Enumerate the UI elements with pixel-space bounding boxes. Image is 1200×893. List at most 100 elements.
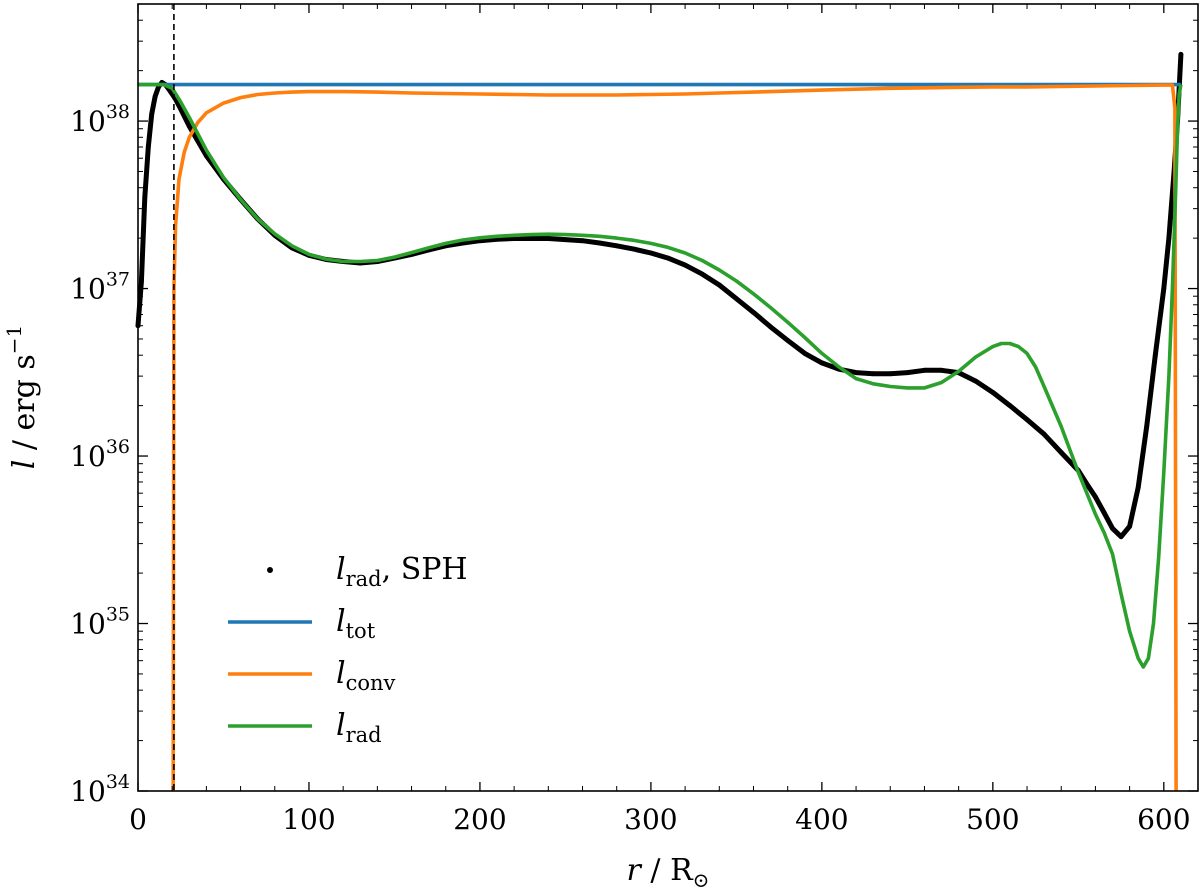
sph-point — [922, 367, 927, 373]
sph-point — [1144, 424, 1150, 429]
x-tick-label: 0 — [129, 803, 147, 836]
series-sph-points — [135, 51, 1184, 540]
x-tick-label: 200 — [453, 803, 506, 836]
y-axis-label-unit: erg s — [7, 354, 42, 430]
y-tick-label: 1034 — [70, 771, 130, 808]
sph-point — [905, 370, 910, 375]
y-axis-label-sep: / — [7, 430, 42, 459]
y-tick-label: 1036 — [70, 436, 130, 473]
legend-label-sub: rad — [346, 567, 382, 591]
sph-point — [145, 144, 151, 150]
plot-frame — [137, 3, 1199, 792]
sph-point — [1127, 524, 1132, 529]
y-tick-label-base: 10 — [70, 608, 106, 641]
x-tick-label: 600 — [1137, 803, 1190, 836]
sph-point — [1024, 417, 1030, 422]
legend-item-l-tot: ltot — [228, 604, 376, 643]
legend-label: lrad, SPH — [336, 552, 468, 591]
y-tick-label: 1038 — [70, 101, 130, 138]
y-tick-label-exponent: 37 — [106, 269, 130, 291]
legend-label: lconv — [336, 656, 396, 695]
sph-point — [734, 296, 739, 302]
sph-point — [939, 367, 944, 373]
sph-point — [768, 324, 773, 330]
sph-point — [1110, 526, 1115, 531]
x-axis-label-unit: R — [670, 853, 694, 888]
sph-point — [648, 250, 654, 256]
legend-label-var: l — [336, 552, 346, 587]
plot-series — [135, 51, 1184, 792]
sph-point — [990, 390, 996, 395]
sph-point — [1166, 235, 1172, 241]
y-tick-label-base: 10 — [70, 273, 106, 306]
sph-point — [751, 310, 756, 315]
x-axis-label: r / R⊙ — [627, 853, 710, 892]
sph-point — [545, 236, 551, 241]
sph-point — [1007, 403, 1013, 408]
sph-point — [682, 262, 688, 268]
y-axis-label-var: l — [7, 460, 42, 470]
sph-point — [149, 111, 155, 117]
legend-label-sub: conv — [346, 671, 396, 695]
legend-label-suffix: , SPH — [382, 552, 468, 587]
series-line-l-conv — [171, 83, 1178, 792]
sph-point — [528, 236, 534, 241]
sph-point — [716, 282, 722, 288]
y-tick-label-exponent: 38 — [106, 101, 130, 123]
y-tick-label-exponent: 34 — [106, 771, 130, 793]
legend-marker-dot — [267, 567, 273, 573]
sph-point-band — [135, 51, 1184, 540]
y-tick-label-base: 10 — [70, 775, 106, 808]
y-tick-label: 1037 — [70, 269, 130, 306]
sph-point — [665, 255, 671, 261]
legend-label-var: l — [336, 604, 346, 639]
sph-point — [819, 360, 825, 366]
sph-point — [563, 237, 568, 243]
x-axis-label-var: r — [627, 853, 643, 888]
legend-label: lrad — [336, 708, 382, 747]
sph-point — [785, 338, 791, 343]
sph-point — [887, 371, 893, 377]
series-line-l-rad — [138, 82, 1183, 669]
sph-point — [1135, 485, 1141, 490]
legend-label: ltot — [336, 604, 376, 643]
sph-point — [802, 351, 808, 356]
y-axis-label: l / erg s−1 — [2, 325, 42, 470]
axis-ticks — [137, 4, 1198, 792]
sph-point — [870, 371, 876, 377]
y-tick-label-exponent: 35 — [106, 604, 130, 626]
legend-item-l-rad: lrad — [228, 708, 382, 747]
sph-point — [142, 195, 148, 200]
sph-point — [614, 243, 620, 249]
y-tick-label-exponent: 36 — [106, 436, 130, 458]
sph-point — [1093, 494, 1098, 500]
y-tick-label-base: 10 — [70, 440, 106, 473]
sph-point — [699, 271, 705, 277]
sph-point — [1041, 431, 1047, 437]
x-tick-label: 400 — [795, 803, 848, 836]
x-axis-label-unit-sub: ⊙ — [693, 868, 710, 892]
y-tick-label-base: 10 — [70, 105, 106, 138]
sph-point — [139, 279, 144, 284]
sph-point — [152, 94, 158, 99]
legend-label-var: l — [336, 708, 346, 743]
sph-point — [1161, 286, 1167, 291]
x-axis-label-sep: / — [641, 853, 670, 888]
sph-point — [631, 246, 637, 252]
sph-point — [973, 378, 979, 384]
sph-point — [511, 236, 517, 241]
sph-point — [1152, 352, 1158, 358]
x-tick-label: 300 — [624, 803, 677, 836]
legend-label-sub: rad — [346, 723, 382, 747]
x-tick-label: 500 — [966, 803, 1019, 836]
sph-point — [1101, 510, 1107, 515]
sph-point — [1084, 481, 1090, 487]
sph-point — [1058, 450, 1064, 455]
legend-item-l-rad-sph: lrad, SPH — [267, 552, 468, 591]
sph-point — [186, 123, 192, 129]
y-tick-label: 1035 — [70, 604, 130, 641]
y-axis-label-unit-sup: −1 — [2, 325, 26, 354]
